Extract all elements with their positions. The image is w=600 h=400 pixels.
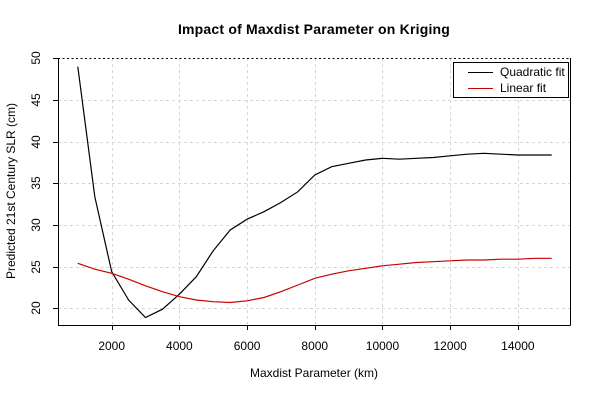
- legend-line-swatch: [468, 71, 493, 73]
- legend-label: Quadratic fit: [500, 64, 565, 79]
- legend: Quadratic fit Linear fit: [453, 62, 569, 98]
- x-tick-label: 12000: [433, 339, 467, 353]
- y-tick-label: 20: [29, 301, 43, 316]
- x-tick-label: 4000: [166, 339, 193, 353]
- legend-item: Quadratic fit: [468, 64, 568, 79]
- x-tick-label: 14000: [501, 339, 535, 353]
- y-tick-label: 45: [29, 93, 43, 107]
- y-tick-label: 50: [29, 51, 43, 66]
- x-tick-label: 6000: [233, 339, 261, 353]
- legend-item: Linear fit: [468, 80, 568, 95]
- legend-line-swatch: [468, 87, 493, 89]
- x-tick-label: 10000: [365, 339, 400, 353]
- x-tick-label: 8000: [301, 339, 329, 353]
- x-axis-label: Maxdist Parameter (km): [249, 366, 379, 380]
- y-axis-label: Predicted 21st Century SLR (cm): [4, 102, 18, 280]
- x-tick-label: 2000: [98, 339, 126, 353]
- series-line-quadratic-fit: [77, 66, 552, 319]
- chart-title: Impact of Maxdist Parameter on Kriging: [177, 21, 451, 37]
- y-tick-label: 35: [29, 176, 43, 191]
- legend-label: Linear fit: [500, 80, 547, 95]
- series-line-linear-fit: [77, 257, 552, 304]
- y-tick-label: 30: [29, 218, 43, 232]
- y-tick-label: 40: [29, 134, 43, 149]
- y-tick-label: 25: [29, 259, 43, 274]
